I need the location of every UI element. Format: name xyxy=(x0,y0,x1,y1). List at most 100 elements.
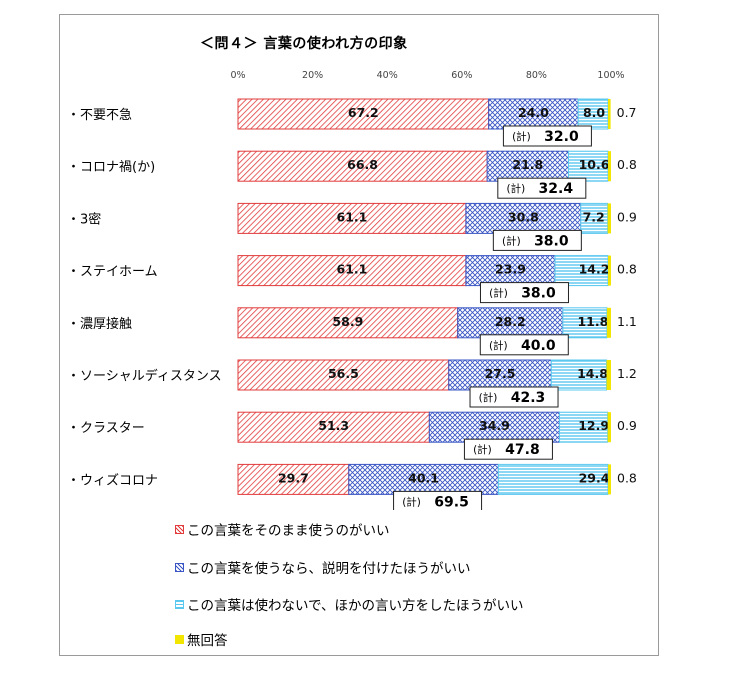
subtotal-box xyxy=(502,125,592,147)
subtotal-value: 47.8 xyxy=(505,442,540,458)
category-label: ・不要不急 xyxy=(67,108,132,123)
legend-swatch-blue xyxy=(175,562,184,572)
data-label: 29.4 xyxy=(579,470,610,485)
category-label: ・クラスター xyxy=(67,421,145,436)
legend-label: この言葉は使わないで、ほかの言い方をしたほうがいい xyxy=(187,598,524,614)
data-label-no-answer: 0.8 xyxy=(617,470,637,485)
subtotal-prefix: (計) xyxy=(479,391,498,404)
category-label: ・ステイホーム xyxy=(67,265,158,280)
bar-segment xyxy=(237,307,459,339)
subtotal-prefix: (計) xyxy=(506,182,525,195)
bar-segment xyxy=(607,412,611,443)
subtotal-box xyxy=(492,229,582,251)
category-label: ・濃厚接触 xyxy=(67,316,132,332)
data-label-no-answer: 1.2 xyxy=(617,366,637,381)
bar-segment xyxy=(606,360,611,390)
data-label: 56.5 xyxy=(328,366,359,381)
data-label-no-answer: 0.7 xyxy=(617,105,637,120)
data-label: 29.7 xyxy=(278,470,309,485)
legend-label: この言葉を使うなら、説明を付けたほうがいい xyxy=(187,561,471,577)
legend-item-rephrase: この言葉は使わないで、ほかの言い方をしたほうがいい xyxy=(175,594,524,614)
legend-swatch-cyan xyxy=(175,599,184,609)
x-tick-label: 40% xyxy=(377,70,398,81)
data-label: 27.5 xyxy=(485,366,516,381)
x-tick-label: 20% xyxy=(302,70,323,81)
subtotal-prefix: (計) xyxy=(489,339,508,352)
subtotal-value: 42.3 xyxy=(511,390,546,406)
legend-swatch-yellow xyxy=(175,634,184,644)
data-label: 14.2 xyxy=(579,262,610,277)
data-label: 12.9 xyxy=(578,418,609,433)
subtotal-box xyxy=(497,177,587,199)
data-label: 28.2 xyxy=(495,314,526,329)
subtotal-value: 32.0 xyxy=(544,129,579,145)
bar-segment xyxy=(465,255,556,287)
data-label: 21.8 xyxy=(512,157,543,172)
subtotal-box xyxy=(469,386,559,408)
subtotal-box xyxy=(393,490,483,510)
chart-title: ＜問４＞ 言葉の使われ方の印象 xyxy=(200,36,408,52)
subtotal-value: 38.0 xyxy=(521,286,556,302)
category-label: ・コロナ禍(か) xyxy=(67,159,155,175)
data-label: 66.8 xyxy=(347,157,378,172)
legend-label: この言葉をそのまま使うのがいい xyxy=(187,523,390,539)
data-label: 7.2 xyxy=(583,209,605,224)
data-label: 10.6 xyxy=(579,157,610,172)
data-label: 61.1 xyxy=(337,262,368,277)
x-tick-label: 80% xyxy=(526,70,547,81)
legend-swatch-red xyxy=(175,524,184,534)
x-tick-label: 0% xyxy=(230,70,245,81)
bar-segment xyxy=(237,463,350,495)
legend-item-keep: この言葉をそのまま使うのがいい xyxy=(175,519,390,539)
bar-segment xyxy=(559,411,609,443)
bar-segment xyxy=(608,255,611,286)
data-label-no-answer: 0.8 xyxy=(617,262,637,277)
bar-segment xyxy=(608,99,611,129)
data-label: 58.9 xyxy=(332,314,363,329)
bar-segment xyxy=(580,202,609,234)
subtotal-box xyxy=(463,438,553,460)
subtotal-prefix: (計) xyxy=(402,495,421,508)
subtotal-prefix: (計) xyxy=(473,443,492,456)
data-label: 67.2 xyxy=(348,105,379,120)
bar-segment xyxy=(448,359,552,391)
bar-segment xyxy=(465,202,582,234)
bar-segment xyxy=(567,150,609,182)
bar-segment xyxy=(488,98,579,130)
bar-segment xyxy=(237,202,467,234)
subtotal-prefix: (計) xyxy=(502,234,521,247)
bar-segment xyxy=(237,150,488,182)
stacked-bar-chart: 0% 20% 40% 60% 80% 100% ・不要不急 67.2 24.0 8.0 0.7 (計… xyxy=(67,70,637,510)
data-label: 34.9 xyxy=(479,418,510,433)
data-label: 30.8 xyxy=(508,209,539,224)
data-label: 14.8 xyxy=(577,366,608,381)
data-label: 11.8 xyxy=(577,314,608,329)
category-label: ・3密 xyxy=(67,211,101,227)
legend-item-noanswer: 無回答 xyxy=(175,629,228,649)
x-tick-label: 100% xyxy=(597,70,624,81)
legend-label: 無回答 xyxy=(187,633,228,649)
data-label: 8.0 xyxy=(583,105,605,120)
data-label-no-answer: 0.9 xyxy=(617,209,637,224)
data-label: 61.1 xyxy=(337,209,368,224)
bar-segment xyxy=(237,411,430,443)
bar-segment xyxy=(577,98,609,130)
data-label: 40.1 xyxy=(408,470,439,485)
bar-segment xyxy=(606,307,611,338)
data-label: 24.0 xyxy=(518,105,549,120)
subtotal-box xyxy=(479,334,569,356)
category-label: ・ウィズコロナ xyxy=(67,472,158,488)
data-label-no-answer: 0.9 xyxy=(617,418,637,433)
subtotal-value: 38.0 xyxy=(534,233,569,249)
subtotal-value: 69.5 xyxy=(434,494,469,510)
subtotal-box xyxy=(479,282,569,304)
chart-frame xyxy=(59,14,659,656)
data-label: 23.9 xyxy=(495,262,526,277)
bar-segment xyxy=(497,463,609,495)
subtotal-value: 32.4 xyxy=(539,181,574,197)
subtotal-value: 40.0 xyxy=(521,338,556,354)
x-tick-label: 60% xyxy=(451,70,472,81)
category-label: ・ソーシャルディスタンス xyxy=(67,368,222,384)
data-label-no-answer: 0.8 xyxy=(617,157,637,172)
bar-segment xyxy=(237,255,467,287)
